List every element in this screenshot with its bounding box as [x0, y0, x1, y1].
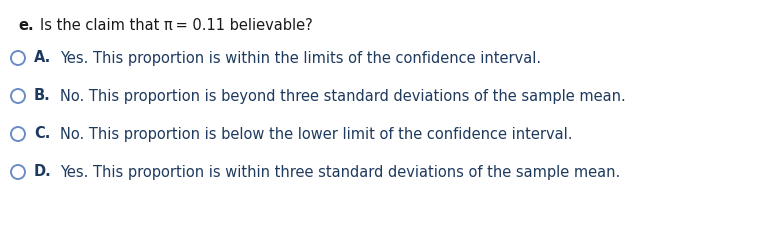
Text: D.: D. [34, 164, 52, 180]
Ellipse shape [11, 51, 25, 65]
Ellipse shape [11, 89, 25, 103]
Text: No. This proportion is beyond three standard deviations of the sample mean.: No. This proportion is beyond three stan… [60, 88, 626, 104]
Ellipse shape [11, 165, 25, 179]
Text: Yes. This proportion is within the limits of the confidence interval.: Yes. This proportion is within the limit… [60, 51, 541, 66]
Text: C.: C. [34, 126, 50, 142]
Text: Yes. This proportion is within three standard deviations of the sample mean.: Yes. This proportion is within three sta… [60, 164, 620, 180]
Text: Is the claim that π = 0.11 believable?: Is the claim that π = 0.11 believable? [40, 18, 313, 33]
Text: B.: B. [34, 88, 51, 104]
Ellipse shape [11, 127, 25, 141]
Text: e.: e. [18, 18, 33, 33]
Text: No. This proportion is below the lower limit of the confidence interval.: No. This proportion is below the lower l… [60, 126, 573, 142]
Text: A.: A. [34, 51, 51, 66]
